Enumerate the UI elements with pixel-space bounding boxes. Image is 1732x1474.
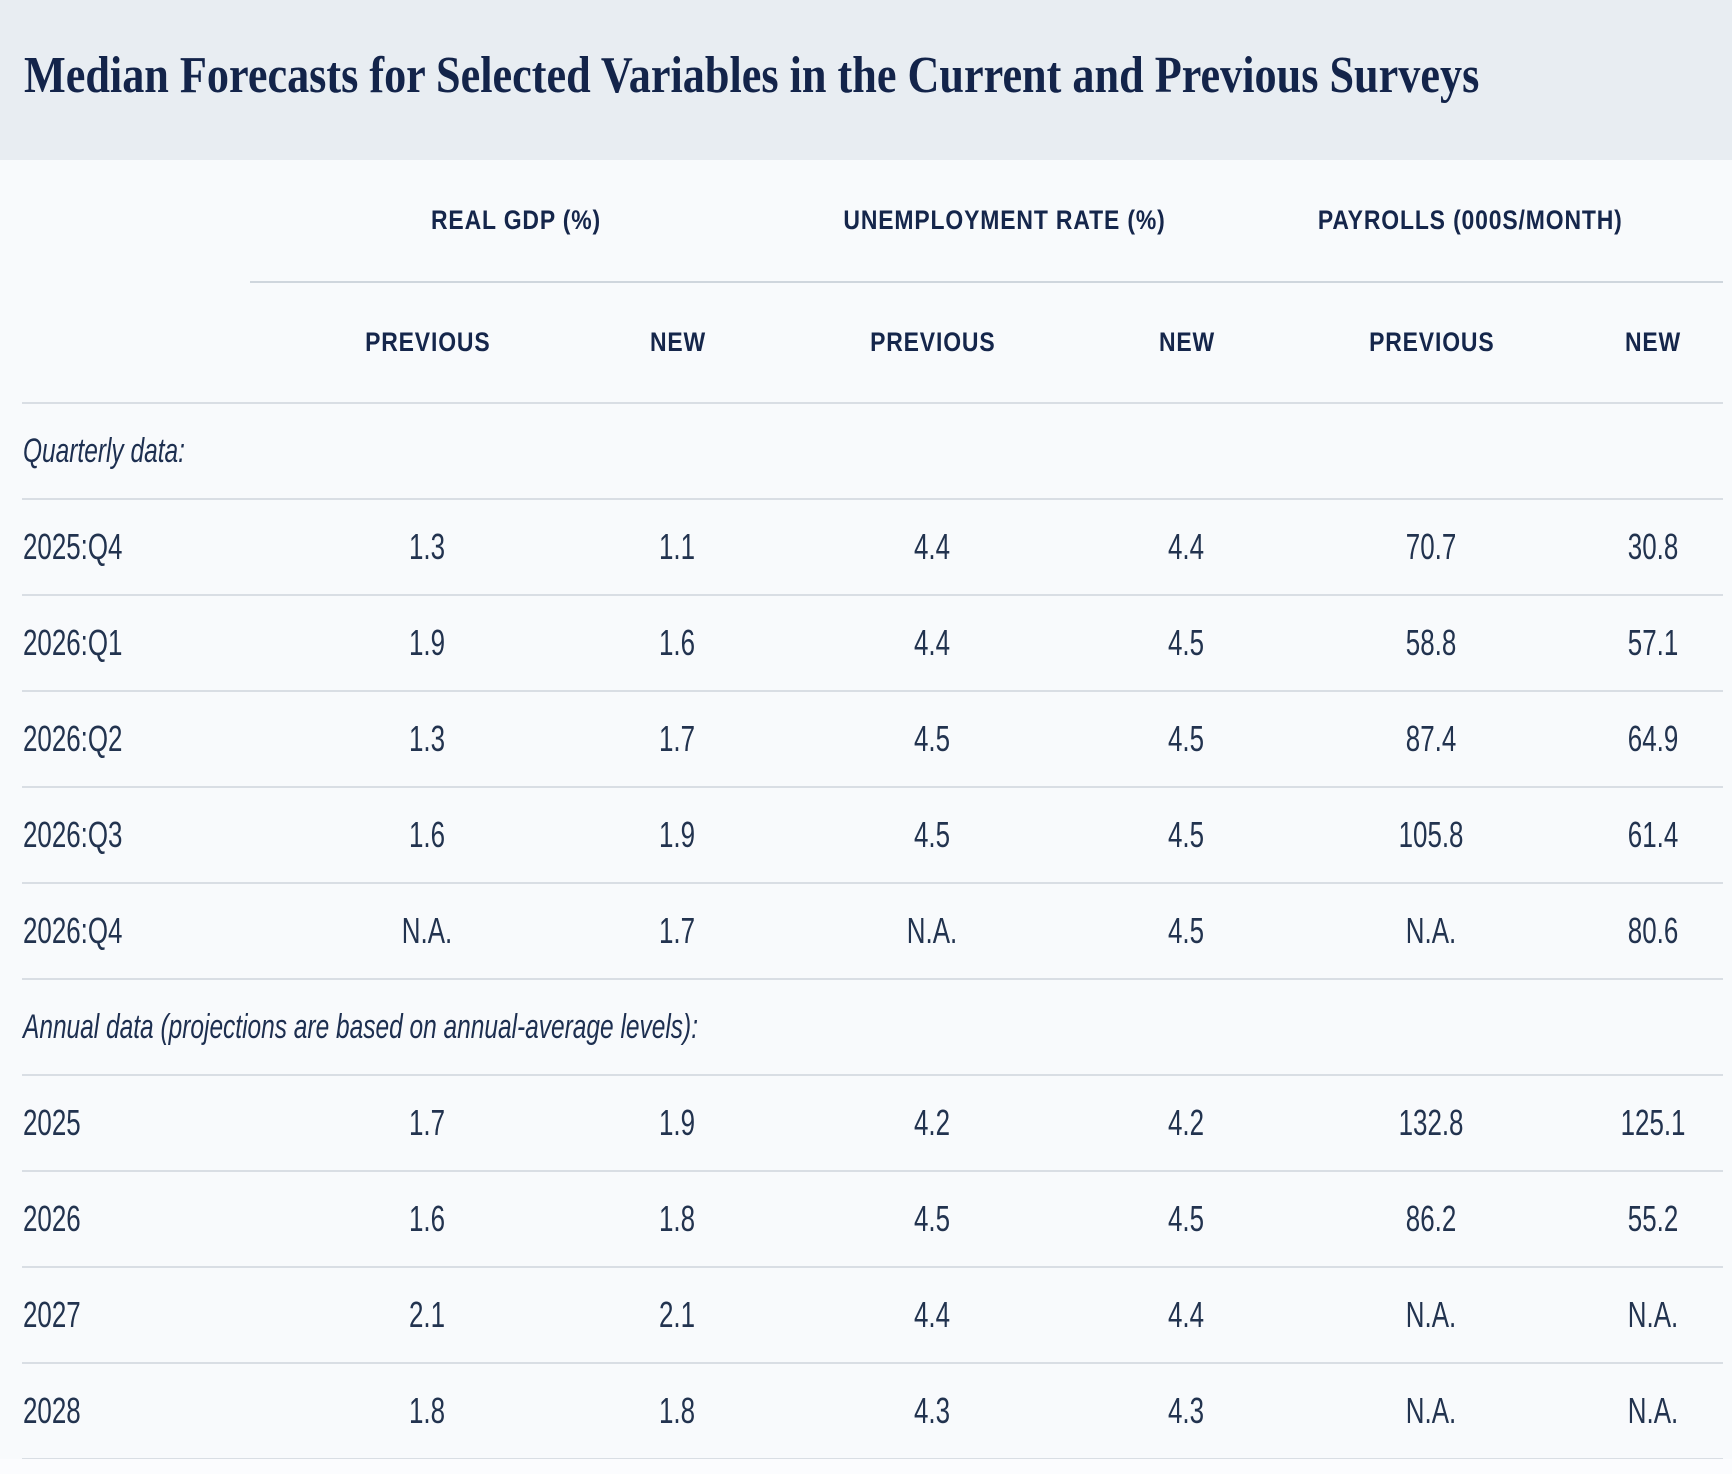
row-period: 2026:Q1 [22, 595, 250, 692]
cell-unemployment-new: 4.3 [1115, 1363, 1258, 1460]
cell-gdp-previous: 2.1 [250, 1267, 605, 1364]
cell-gdp-new: 1.8 [605, 1363, 750, 1460]
title-band: Median Forecasts for Selected Variables … [0, 0, 1732, 160]
row-period: 2026:Q4 [22, 883, 250, 980]
cell-unemployment-previous: 4.4 [750, 499, 1115, 596]
row-period: 2026:Q3 [22, 787, 250, 884]
forecast-table: REAL GDP (%) UNEMPLOYMENT RATE (%) PAYRO… [22, 160, 1723, 1460]
cell-unemployment-previous: 4.4 [750, 1267, 1115, 1364]
cell-gdp-previous: 1.6 [250, 787, 605, 884]
cell-payrolls-new: 30.8 [1605, 499, 1723, 596]
cell-unemployment-previous: N.A. [750, 883, 1115, 980]
row-period: 2028 [22, 1363, 250, 1460]
cell-unemployment-new: 4.5 [1115, 883, 1258, 980]
table-row: 2027 2.1 2.1 4.4 4.4 N.A. N.A. [22, 1267, 1723, 1364]
cell-gdp-previous: 1.3 [250, 499, 605, 596]
section-heading-row: Quarterly data: [22, 403, 1723, 500]
cell-unemployment-previous: 4.5 [750, 1171, 1115, 1268]
table-row: 2026 1.6 1.8 4.5 4.5 86.2 55.2 [22, 1171, 1723, 1268]
cell-gdp-previous: 1.9 [250, 595, 605, 692]
table-row: 2028 1.8 1.8 4.3 4.3 N.A. N.A. [22, 1363, 1723, 1460]
cell-gdp-previous: 1.8 [250, 1363, 605, 1460]
cell-gdp-new: 2.1 [605, 1267, 750, 1364]
cell-payrolls-previous: 86.2 [1258, 1171, 1605, 1268]
column-group-real-gdp: REAL GDP (%) [250, 160, 750, 283]
subheader-unemployment-new: NEW [1115, 282, 1258, 404]
table-row: 2025 1.7 1.9 4.2 4.2 132.8 125.1 [22, 1075, 1723, 1172]
page-title: Median Forecasts for Selected Variables … [24, 46, 1480, 104]
table-row: 2026:Q3 1.6 1.9 4.5 4.5 105.8 61.4 [22, 787, 1723, 884]
subheader-row: PREVIOUS NEW PREVIOUS NEW PREVIOUS NEW [22, 282, 1723, 404]
subheader-gdp-previous: PREVIOUS [250, 282, 605, 404]
table-row: 2026:Q4 N.A. 1.7 N.A. 4.5 N.A. 80.6 [22, 883, 1723, 980]
cell-unemployment-new: 4.4 [1115, 499, 1258, 596]
cell-payrolls-new: 125.1 [1605, 1075, 1723, 1172]
bottom-strip [0, 1459, 1732, 1474]
cell-unemployment-new: 4.5 [1115, 691, 1258, 788]
section-heading-annual: Annual data (projections are based on an… [22, 979, 1723, 1076]
cell-payrolls-new: 57.1 [1605, 595, 1723, 692]
subheader-unemployment-previous: PREVIOUS [750, 282, 1115, 404]
section-heading-quarterly: Quarterly data: [22, 403, 1723, 500]
cell-payrolls-new: 64.9 [1605, 691, 1723, 788]
table-row: 2025:Q4 1.3 1.1 4.4 4.4 70.7 30.8 [22, 499, 1723, 596]
corner-spacer [22, 282, 250, 404]
cell-unemployment-previous: 4.5 [750, 787, 1115, 884]
subheader-payrolls-new: NEW [1605, 282, 1723, 404]
cell-gdp-previous: 1.6 [250, 1171, 605, 1268]
cell-gdp-new: 1.9 [605, 1075, 750, 1172]
column-group-payrolls: PAYROLLS (000S/MONTH) [1258, 160, 1723, 283]
cell-payrolls-new: N.A. [1605, 1363, 1723, 1460]
cell-unemployment-previous: 4.3 [750, 1363, 1115, 1460]
cell-unemployment-previous: 4.4 [750, 595, 1115, 692]
cell-unemployment-previous: 4.2 [750, 1075, 1115, 1172]
cell-payrolls-new: N.A. [1605, 1267, 1723, 1364]
cell-gdp-previous: 1.3 [250, 691, 605, 788]
cell-gdp-new: 1.9 [605, 787, 750, 884]
cell-unemployment-new: 4.2 [1115, 1075, 1258, 1172]
cell-payrolls-previous: N.A. [1258, 883, 1605, 980]
table-area: REAL GDP (%) UNEMPLOYMENT RATE (%) PAYRO… [0, 160, 1732, 1460]
cell-unemployment-new: 4.5 [1115, 1171, 1258, 1268]
column-group-header-row: REAL GDP (%) UNEMPLOYMENT RATE (%) PAYRO… [22, 160, 1723, 283]
section-heading-row: Annual data (projections are based on an… [22, 979, 1723, 1076]
row-period: 2026:Q2 [22, 691, 250, 788]
cell-gdp-new: 1.6 [605, 595, 750, 692]
row-period: 2026 [22, 1171, 250, 1268]
cell-unemployment-new: 4.4 [1115, 1267, 1258, 1364]
cell-gdp-new: 1.7 [605, 883, 750, 980]
corner-spacer [22, 160, 250, 282]
cell-payrolls-previous: 70.7 [1258, 499, 1605, 596]
cell-payrolls-new: 55.2 [1605, 1171, 1723, 1268]
row-period: 2027 [22, 1267, 250, 1364]
cell-unemployment-previous: 4.5 [750, 691, 1115, 788]
cell-payrolls-new: 61.4 [1605, 787, 1723, 884]
cell-gdp-previous: 1.7 [250, 1075, 605, 1172]
subheader-gdp-new: NEW [605, 282, 750, 404]
cell-payrolls-previous: 105.8 [1258, 787, 1605, 884]
cell-gdp-new: 1.8 [605, 1171, 750, 1268]
row-period: 2025 [22, 1075, 250, 1172]
column-group-unemployment-rate: UNEMPLOYMENT RATE (%) [750, 160, 1258, 283]
cell-unemployment-new: 4.5 [1115, 595, 1258, 692]
cell-payrolls-previous: N.A. [1258, 1267, 1605, 1364]
cell-payrolls-previous: 87.4 [1258, 691, 1605, 788]
row-period: 2025:Q4 [22, 499, 250, 596]
cell-payrolls-previous: 58.8 [1258, 595, 1605, 692]
cell-gdp-previous: N.A. [250, 883, 605, 980]
table-row: 2026:Q1 1.9 1.6 4.4 4.5 58.8 57.1 [22, 595, 1723, 692]
cell-unemployment-new: 4.5 [1115, 787, 1258, 884]
table-row: 2026:Q2 1.3 1.7 4.5 4.5 87.4 64.9 [22, 691, 1723, 788]
cell-payrolls-new: 80.6 [1605, 883, 1723, 980]
cell-gdp-new: 1.7 [605, 691, 750, 788]
cell-payrolls-previous: 132.8 [1258, 1075, 1605, 1172]
subheader-payrolls-previous: PREVIOUS [1258, 282, 1605, 404]
cell-payrolls-previous: N.A. [1258, 1363, 1605, 1460]
cell-gdp-new: 1.1 [605, 499, 750, 596]
